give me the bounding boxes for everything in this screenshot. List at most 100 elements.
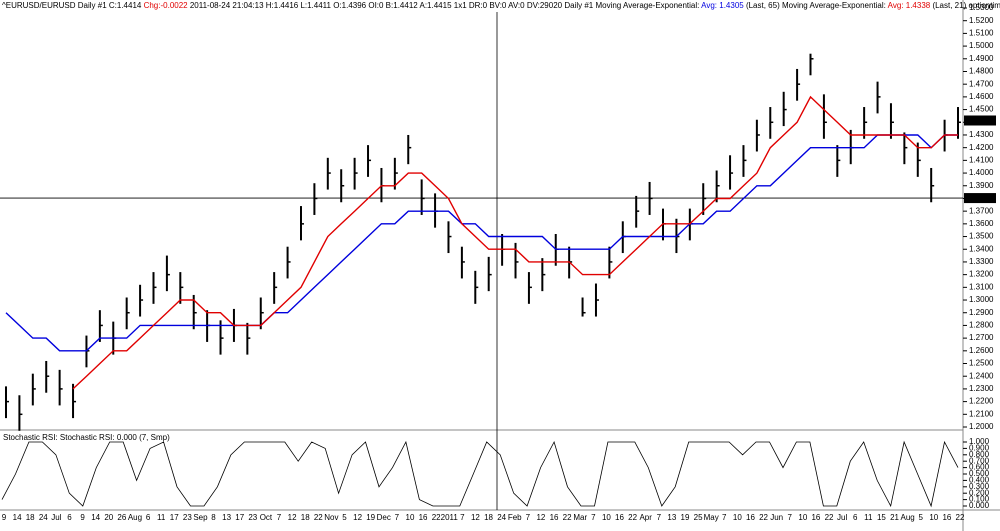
x-tick-label: 25 — [694, 513, 703, 522]
x-tick-label: 6 — [146, 513, 151, 522]
x-tick-label: 20 — [104, 513, 113, 522]
y-tick-label: 1.4700 — [969, 79, 994, 88]
y-tick-label: 1.4000 — [969, 168, 994, 177]
x-tick-label: 11 — [864, 513, 873, 522]
x-tick-label: Dec — [377, 513, 391, 522]
x-tick-label: 18 — [301, 513, 310, 522]
header: ^EURUSD/EURUSD Daily #1 C:1.4414 Chg:-0.… — [2, 1, 1000, 10]
header-segment: Avg: 1.4305 — [701, 1, 744, 10]
y-tick-label: 1.4300 — [969, 130, 994, 139]
y-tick-label: 1.3400 — [969, 244, 994, 253]
x-tick-label: Aug — [128, 513, 142, 522]
x-tick-label: 7 — [526, 513, 531, 522]
y-tick-label: 1.3500 — [969, 232, 994, 241]
x-tick-label: 15 — [877, 513, 886, 522]
x-tick-label: Sep — [193, 513, 208, 522]
x-tick-label: 7 — [591, 513, 596, 522]
x-tick-label: Oct — [260, 513, 273, 522]
x-tick-label: 5 — [918, 513, 923, 522]
x-tick-label: 7 — [657, 513, 662, 522]
y-tick-label: 1.3600 — [969, 219, 994, 228]
x-tick-label: 13 — [222, 513, 231, 522]
x-tick-label: 22 — [314, 513, 323, 522]
x-tick-label: Aug — [900, 513, 914, 522]
x-tick-label: 6 — [853, 513, 858, 522]
x-tick-label: 10 — [406, 513, 415, 522]
x-tick-label: 16 — [419, 513, 428, 522]
y-tick-label: 1.3900 — [969, 181, 994, 190]
y-tick-label: 0.200 — [969, 488, 990, 497]
y-tick-label: 1.3300 — [969, 257, 994, 266]
header-segment: Avg: 1.4338 — [888, 1, 931, 10]
x-tick-label: Jul — [837, 513, 847, 522]
x-tick-label: 19 — [681, 513, 690, 522]
x-tick-label: 24 — [39, 513, 48, 522]
x-tick-label: 23 — [248, 513, 257, 522]
x-tick-label: 5 — [342, 513, 347, 522]
x-tick-label: 12 — [288, 513, 297, 522]
y-tick-label: 1.4800 — [969, 67, 994, 76]
x-tick-label: 7 — [460, 513, 465, 522]
crosshair-price-box — [964, 193, 996, 204]
x-tick-label: 16 — [746, 513, 755, 522]
x-tick-label: 14 — [13, 513, 22, 522]
last-price-box — [964, 115, 996, 126]
y-tick-label: 1.3700 — [969, 206, 994, 215]
x-tick-label: 22 — [825, 513, 834, 522]
indicator-title: Stochastic RSI: Stochastic RSI: 0.000 (7… — [3, 433, 170, 442]
x-tick-label: 2011 — [441, 513, 459, 522]
x-tick-label: 16 — [811, 513, 820, 522]
x-tick-label: 23 — [183, 513, 192, 522]
y-tick-label: 1.2100 — [969, 409, 994, 418]
y-tick-label: 1.2400 — [969, 371, 994, 380]
x-tick-label: 24 — [497, 513, 506, 522]
x-tick-label: 9 — [2, 513, 7, 522]
x-tick-label: 22 — [628, 513, 637, 522]
x-tick-label: 12 — [471, 513, 480, 522]
x-tick-label: 21 — [890, 513, 899, 522]
moving-average-line — [72, 95, 958, 390]
x-tick-label: 8 — [211, 513, 216, 522]
header-segment: (Last, 21) optiontimerproject: — [930, 1, 1000, 10]
x-tick-label: 6 — [67, 513, 72, 522]
x-tick-label: Feb — [508, 513, 522, 522]
x-tick-label: Apr — [639, 513, 652, 522]
y-tick-label: 1.4500 — [969, 105, 994, 114]
x-tick-label: 12 — [536, 513, 545, 522]
x-tick-label: 11 — [157, 513, 166, 522]
y-tick-label: 1.4600 — [969, 92, 994, 101]
header-segment: ^EURUSD/EURUSD Daily #1 C:1.4414 — [2, 1, 144, 10]
x-tick-label: 7 — [277, 513, 282, 522]
y-tick-label: 1.5300 — [969, 3, 994, 12]
x-tick-label: 17 — [235, 513, 244, 522]
x-tick-label: 10 — [602, 513, 611, 522]
header-segment: 2011-08-24 21:04:13 H:1.4416 L:1.4411 O:… — [188, 1, 702, 10]
x-tick-label: 7 — [722, 513, 727, 522]
y-tick-label: 1.000 — [969, 437, 990, 446]
header-segment: (Last, 65) Moving Average-Exponential: — [744, 1, 888, 10]
x-tick-label: Jul — [51, 513, 61, 522]
x-tick-label: 19 — [366, 513, 375, 522]
y-tick-label: 1.2900 — [969, 308, 994, 317]
y-tick-label: 1.3100 — [969, 282, 994, 291]
x-tick-label: 10 — [733, 513, 742, 522]
x-tick-label: 14 — [91, 513, 100, 522]
x-tick-label: 16 — [615, 513, 624, 522]
y-tick-label: 0.300 — [969, 482, 990, 491]
x-tick-label: 18 — [484, 513, 493, 522]
x-tick-label: 22 — [759, 513, 768, 522]
y-tick-label: 1.2500 — [969, 359, 994, 368]
x-tick-label: 10 — [798, 513, 807, 522]
x-tick-label: Nov — [324, 513, 338, 522]
x-tick-label: 7 — [395, 513, 400, 522]
y-tick-label: 0.900 — [969, 444, 990, 453]
x-tick-label: 22 — [432, 513, 441, 522]
x-tick-label: 17 — [170, 513, 179, 522]
header-segment: Chg:-0.0022 — [144, 1, 189, 10]
x-tick-label: 18 — [26, 513, 35, 522]
y-tick-label: 1.5200 — [969, 16, 994, 25]
y-tick-label: 0.000 — [969, 501, 990, 510]
moving-average-line — [5, 134, 958, 352]
